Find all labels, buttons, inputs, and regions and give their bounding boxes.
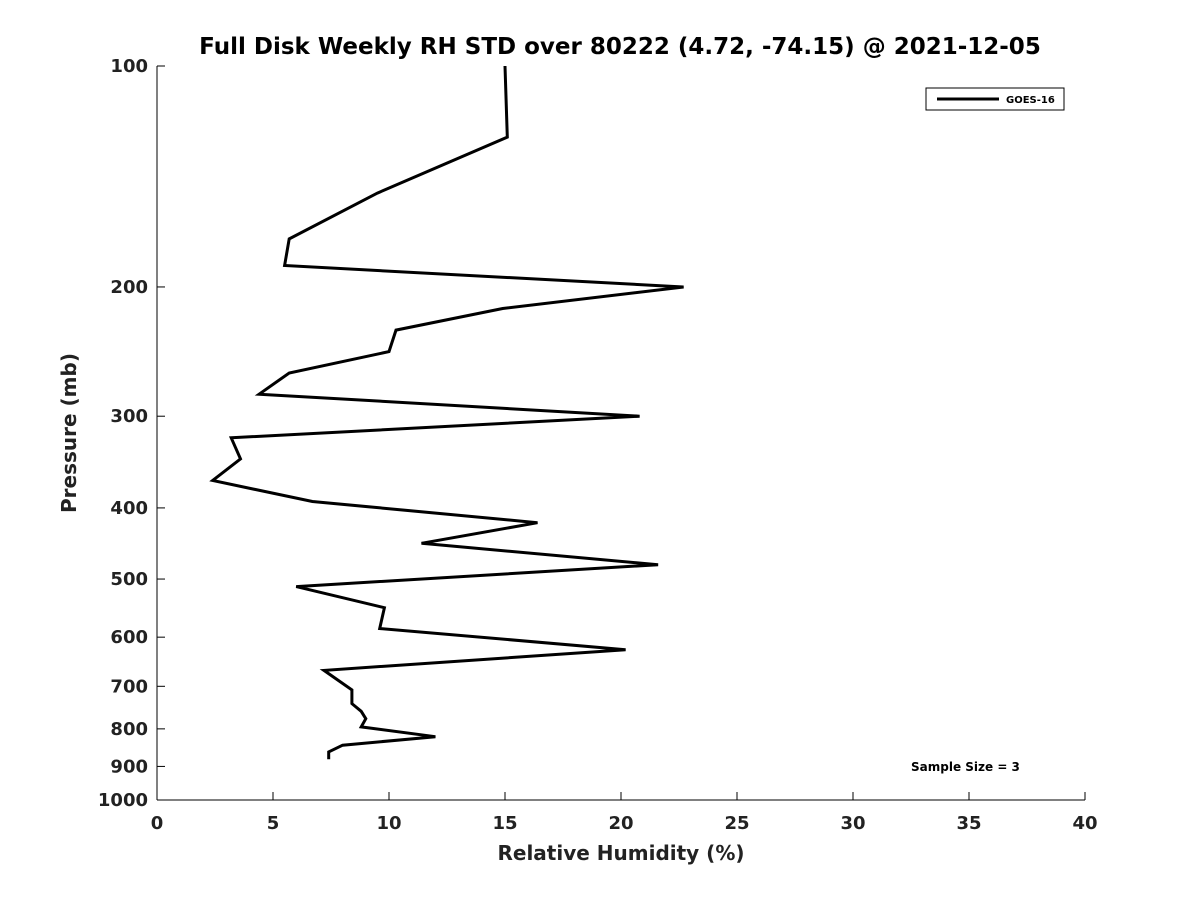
x-tick-label: 20 (608, 813, 633, 834)
y-tick-label: 300 (110, 406, 148, 427)
y-tick-label: 700 (110, 676, 148, 697)
x-tick-label: 30 (840, 813, 865, 834)
x-tick-label: 15 (492, 813, 517, 834)
y-tick-label: 200 (110, 277, 148, 298)
chart-title: Full Disk Weekly RH STD over 80222 (4.72… (199, 34, 1041, 60)
legend-label-goes-16: GOES-16 (1006, 95, 1055, 106)
y-tick-label: 800 (110, 719, 148, 740)
x-tick-label: 35 (956, 813, 981, 834)
y-tick-label: 500 (110, 569, 148, 590)
x-axis-label: Relative Humidity (%) (497, 841, 744, 865)
y-tick-label: 100 (110, 56, 148, 77)
legend[interactable]: GOES-16 (925, 87, 1065, 111)
y-axis-label: Pressure (mb) (57, 353, 81, 513)
y-axis-ticks: 100 200 300 400 500 600 700 800 900 1000 (98, 56, 165, 811)
plot-area: 0 5 10 15 20 25 30 35 40 100 200 300 400 500 600 700 80… (98, 56, 1098, 834)
series-line-goes-16 (209, 65, 684, 760)
x-tick-label: 5 (267, 813, 280, 834)
x-axis-ticks: 0 5 10 15 20 25 30 35 40 (151, 792, 1098, 834)
x-tick-label: 25 (724, 813, 749, 834)
y-tick-label: 1000 (98, 790, 148, 811)
x-tick-label: 10 (376, 813, 401, 834)
series-layer (209, 65, 684, 760)
y-tick-label: 400 (110, 498, 148, 519)
x-tick-label: 40 (1072, 813, 1097, 834)
sample-size-annotation: Sample Size = 3 (911, 760, 1020, 774)
y-tick-label: 600 (110, 627, 148, 648)
y-tick-label: 900 (110, 756, 148, 777)
x-tick-label: 0 (151, 813, 164, 834)
